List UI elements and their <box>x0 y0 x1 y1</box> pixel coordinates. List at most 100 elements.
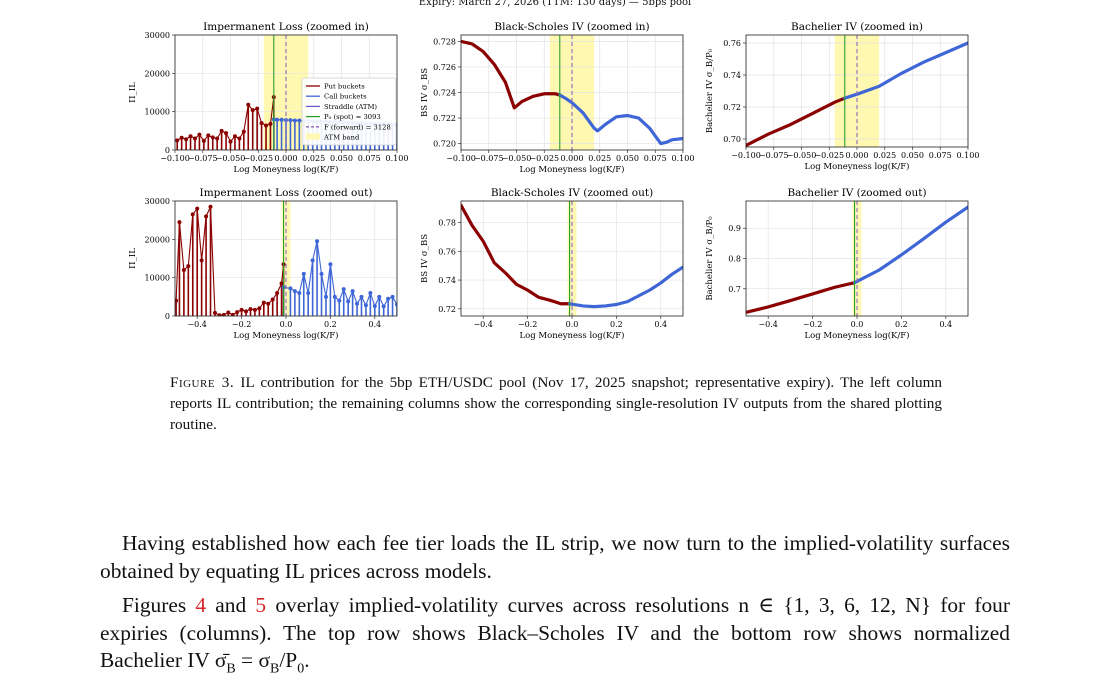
call-iv-line <box>852 205 968 285</box>
call-bucket-point <box>368 291 373 295</box>
put-bucket-point <box>246 102 251 107</box>
y-tick-label: 0 <box>165 312 170 321</box>
call-bucket-point <box>372 304 377 309</box>
put-bucket-point <box>210 135 215 140</box>
put-bucket-point <box>275 291 280 295</box>
put-iv-line <box>461 203 572 306</box>
y-axis-label: Π_IL <box>128 248 138 269</box>
chart-panel-6 <box>743 200 969 319</box>
x-tick-label: 0.2 <box>610 320 623 329</box>
put-bucket-point <box>232 134 237 139</box>
x-tick-label: −0.025 <box>814 151 844 160</box>
x-tick-label: −0.2 <box>232 320 251 329</box>
x-tick-label: −0.2 <box>803 320 822 329</box>
chart-panel-5 <box>458 200 684 319</box>
call-bucket-point <box>297 291 302 295</box>
figure-ref-5[interactable]: 5 <box>255 593 267 617</box>
axes-frame <box>745 200 969 317</box>
paragraph-2: Figures 4 and 5 overlay implied-volatili… <box>100 593 1010 677</box>
put-bucket-point <box>190 212 195 217</box>
legend-item-spot: P₀ (spot) = 3093 <box>324 113 381 121</box>
axes-frame <box>745 34 969 148</box>
call-bucket-point <box>288 118 293 123</box>
x-tick-label: 0.0 <box>851 320 864 329</box>
x-tick-label: 0.050 <box>330 154 353 163</box>
y-tick-label: 10000 <box>145 274 170 283</box>
x-tick-label: −0.050 <box>502 154 532 163</box>
x-tick-label: 0.2 <box>895 320 908 329</box>
call-bucket-point <box>306 291 311 295</box>
axes-frame <box>174 200 398 317</box>
call-bucket-point <box>337 298 342 303</box>
x-tick-label: 0.0 <box>566 320 579 329</box>
call-bucket-point <box>390 294 395 299</box>
x-tick-label: 0.000 <box>846 151 869 160</box>
chart-panel-2 <box>458 34 684 153</box>
x-tick-label: 0.000 <box>275 154 298 163</box>
x-tick-label: 0.000 <box>561 154 584 163</box>
put-bucket-point <box>252 307 257 312</box>
y-axis-label: Bachelier IV σ_B/P₀ <box>705 216 715 301</box>
call-bucket-point <box>292 289 297 294</box>
put-bucket-point <box>215 136 220 141</box>
il-zoomed-in-panel: −0.100−0.075−0.050−0.025 0.000 0.025 0.050 0… <box>128 21 980 341</box>
chart-panel-4 <box>172 200 398 319</box>
x-tick-label: 0.050 <box>901 151 924 160</box>
put-bucket-point <box>235 310 240 315</box>
put-bucket-point <box>266 301 271 306</box>
x-tick-label: −0.075 <box>474 154 504 163</box>
x-tick-label: −0.050 <box>216 154 246 163</box>
x-tick-label: 0.075 <box>929 151 952 160</box>
x-axis-label: Log Moneyness log(K/F) <box>805 330 910 341</box>
figure-caption: Figure 3. IL contribution for the 5bp ET… <box>170 372 942 435</box>
put-bucket-point <box>250 108 255 113</box>
y-tick-label: 0.720 <box>433 140 456 149</box>
figure-suptitle: Expiry: March 27, 2026 (TTM: 130 days) —… <box>418 0 692 8</box>
y-tick-label: 0 <box>165 146 170 155</box>
y-tick-label: 0.9 <box>728 224 741 233</box>
put-bucket-point <box>217 313 222 316</box>
call-bucket-point <box>310 258 315 263</box>
axes-frame <box>460 34 684 151</box>
put-bucket-point <box>181 268 186 272</box>
y-tick-label: 30000 <box>145 31 170 40</box>
call-bucket-point <box>341 287 346 292</box>
x-tick-label: −0.025 <box>243 154 273 163</box>
put-bucket-point <box>201 138 206 143</box>
call-bucket-point <box>363 303 368 308</box>
x-tick-label: −0.100 <box>731 151 761 160</box>
panel-title: Black-Scholes IV (zoomed in) <box>494 21 649 33</box>
call-bucket-point <box>386 296 391 301</box>
put-bucket-point <box>244 309 249 314</box>
x-axis-label: Log Moneyness log(K/F) <box>520 330 625 341</box>
x-tick-label: 0.025 <box>302 154 325 163</box>
call-bucket-point <box>275 117 280 122</box>
put-bucket-point <box>230 312 235 316</box>
paragraph-1: Having established how each fee tier loa… <box>100 531 1010 583</box>
call-bucket-point <box>288 286 293 291</box>
y-tick-label: 0.72 <box>438 305 456 314</box>
y-tick-label: 0.72 <box>723 103 741 112</box>
put-bucket-point <box>221 312 226 316</box>
put-bucket-point <box>279 281 284 286</box>
call-bucket-point <box>315 239 320 244</box>
x-tick-label: 0.075 <box>644 154 667 163</box>
put-bucket-point <box>270 297 275 302</box>
y-tick-label: 0.7 <box>728 285 741 294</box>
panel-title: Bachelier IV (zoomed in) <box>791 21 923 33</box>
put-bucket-point <box>199 258 204 263</box>
put-bucket-point <box>219 128 224 133</box>
x-tick-label: 0.100 <box>957 151 980 160</box>
x-tick-label: −0.4 <box>758 320 777 329</box>
x-tick-label: −0.4 <box>187 320 206 329</box>
x-tick-label: −0.100 <box>160 154 190 163</box>
put-bucket-point <box>179 135 184 140</box>
put-bucket-point <box>184 137 189 142</box>
y-tick-label: 10000 <box>145 108 170 117</box>
figure-ref-4[interactable]: 4 <box>195 593 207 617</box>
x-axis-label: Log Moneyness log(K/F) <box>520 164 625 175</box>
call-bucket-point <box>350 289 355 294</box>
panel-title: Impermanent Loss (zoomed out) <box>200 187 373 199</box>
put-bucket-point <box>197 132 202 137</box>
y-tick-label: 30000 <box>145 197 170 206</box>
